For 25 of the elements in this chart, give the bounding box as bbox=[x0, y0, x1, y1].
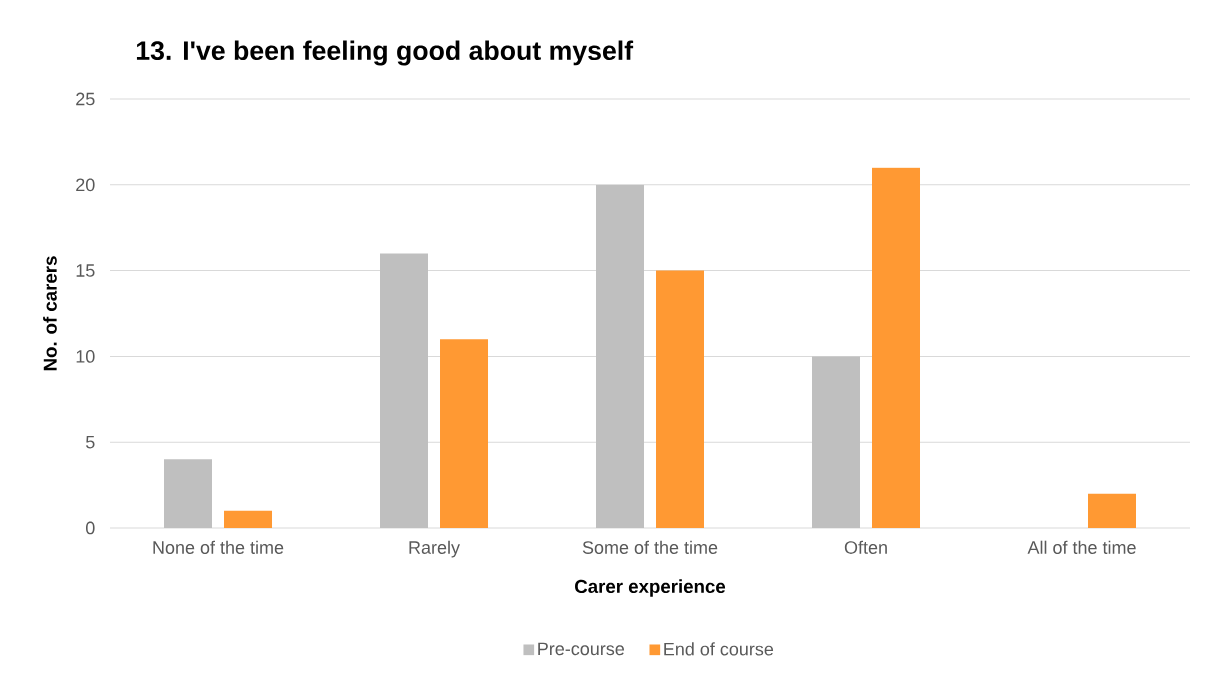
y-tick-label: 10 bbox=[76, 350, 95, 363]
x-axis-title: Carer experience bbox=[575, 579, 726, 597]
x-tick-label: Rarely bbox=[409, 540, 460, 558]
bar bbox=[380, 253, 429, 528]
bar bbox=[596, 184, 645, 528]
y-tick-label: 0 bbox=[86, 521, 95, 535]
y-tick-label: 5 bbox=[86, 435, 95, 449]
bar bbox=[440, 339, 489, 528]
x-tick-label: Some of the time bbox=[582, 540, 718, 554]
y-tick-label: 20 bbox=[76, 178, 95, 192]
chart-title: 13. I've been feeling good about myself bbox=[136, 40, 634, 66]
y-axis-title: No. of carers bbox=[43, 256, 57, 371]
x-tick-label: All of the time bbox=[1027, 540, 1136, 554]
x-tick-label: Often bbox=[844, 540, 887, 554]
bar bbox=[224, 510, 273, 528]
legend-label: End of course bbox=[664, 642, 774, 656]
y-tick-label: 15 bbox=[76, 264, 95, 277]
bar bbox=[872, 167, 921, 528]
bar bbox=[656, 270, 705, 528]
x-tick-label: None of the time bbox=[153, 540, 284, 554]
legend-label: Pre-course bbox=[538, 642, 625, 656]
y-tick-label: 25 bbox=[76, 92, 95, 106]
bar bbox=[1088, 493, 1136, 528]
bar bbox=[812, 356, 861, 528]
bar bbox=[164, 459, 213, 528]
